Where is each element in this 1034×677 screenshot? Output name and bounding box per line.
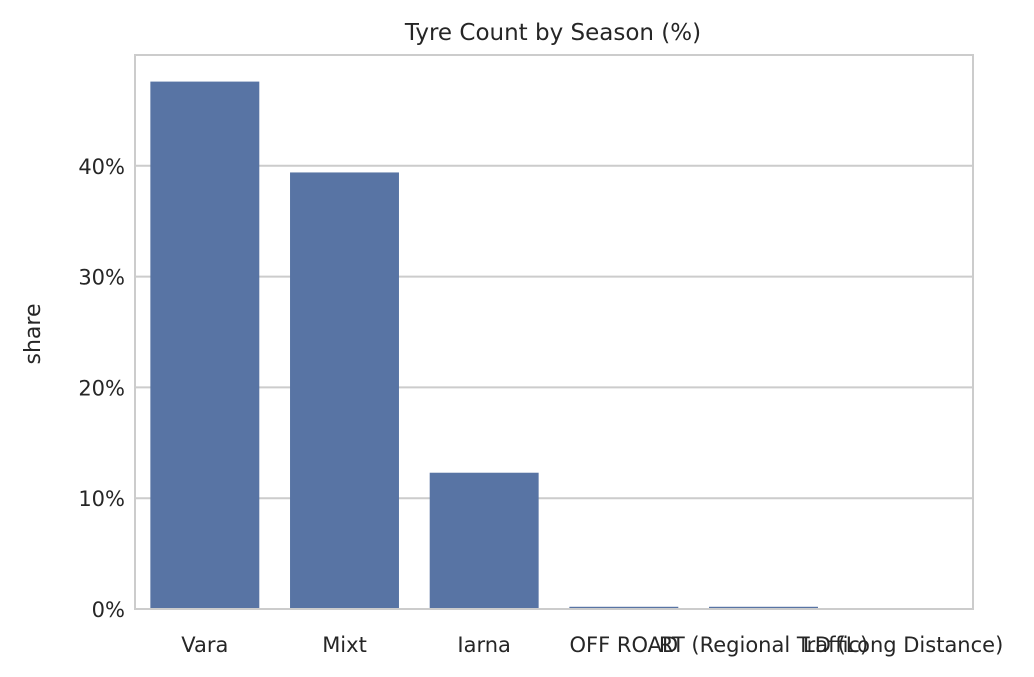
grid-layer [135,164,973,610]
x-tick-label: Iarna [457,633,511,657]
y-tick-label: 40% [78,155,125,179]
bar [150,81,260,610]
y-tick-label: 30% [78,266,125,290]
x-tick-label: Mixt [322,633,367,657]
y-axis-label: share [21,304,46,365]
y-tick-label: 10% [78,487,125,511]
y-tick-label: 20% [78,376,125,400]
x-tick-label: Vara [181,633,228,657]
x-tick-label: LD (Long Distance) [803,633,1003,657]
x-tick-label: OFF ROAD [570,633,679,657]
bar [429,472,539,609]
bars-layer [150,81,958,610]
y-tick-label: 0% [92,598,125,622]
x-tick-label: RT (Regional Traffic) [659,633,868,657]
plot-frame [134,54,974,610]
bar [709,606,818,609]
bar [290,172,399,609]
chart-title: Tyre Count by Season (%) [404,20,701,46]
bar [569,606,679,609]
